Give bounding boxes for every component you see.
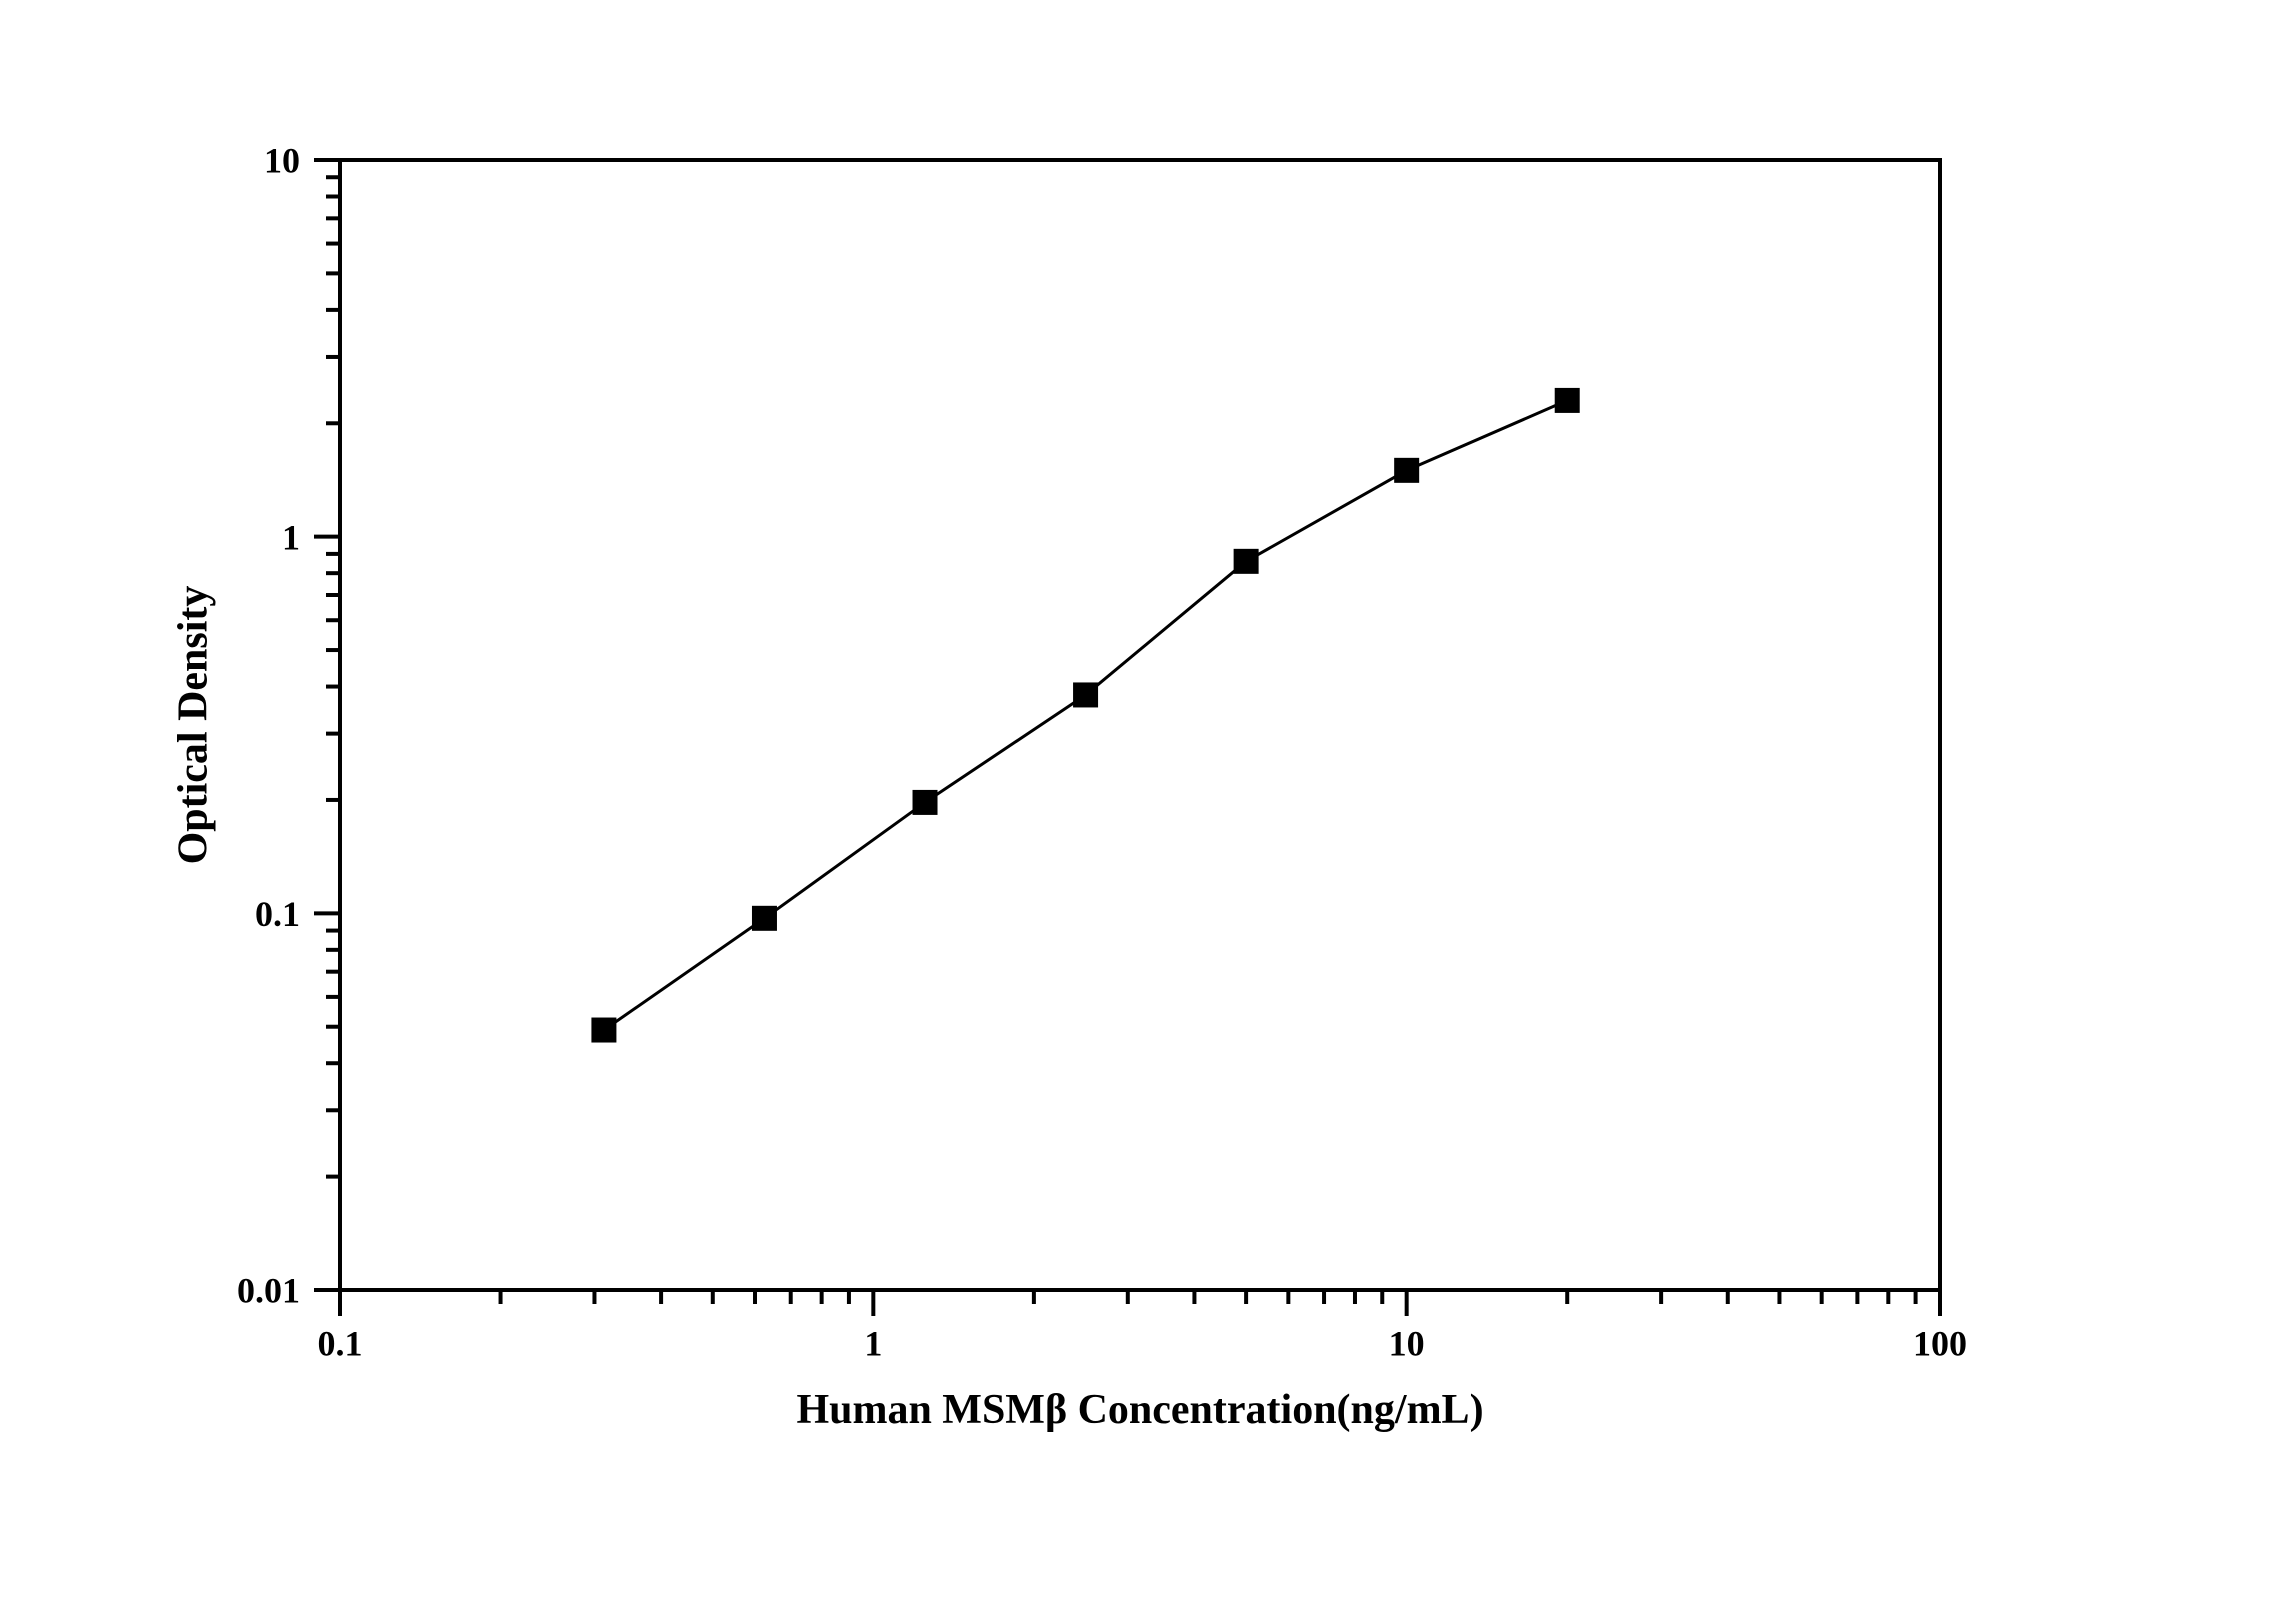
chart-container: 0.1 1 10 100 0.01 0.1 1 10 Human MSMβ Concentrat… [0,0,2296,1604]
x-tick-label: 10 [1389,1324,1425,1364]
data-point-marker [1234,549,1258,573]
x-tick-label: 100 [1913,1324,1967,1364]
data-point-marker [913,790,937,814]
data-point-marker [592,1018,616,1042]
y-tick-label: 10 [264,141,300,181]
chart-svg: 0.1 1 10 100 0.01 0.1 1 10 Human MSMβ Concentrat… [0,0,2296,1604]
x-tick-label: 1 [864,1324,882,1364]
data-point-marker [752,906,776,930]
x-tick-label: 0.1 [318,1324,363,1364]
y-tick-label: 0.01 [237,1271,300,1311]
y-tick-label: 1 [282,517,300,557]
data-point-marker [1074,683,1098,707]
y-axis-label: Optical Density [170,586,216,865]
data-point-marker [1555,388,1579,412]
y-tick-label: 0.1 [255,894,300,934]
data-point-marker [1395,458,1419,482]
x-axis-label: Human MSMβ Concentration(ng/mL) [796,1387,1483,1433]
